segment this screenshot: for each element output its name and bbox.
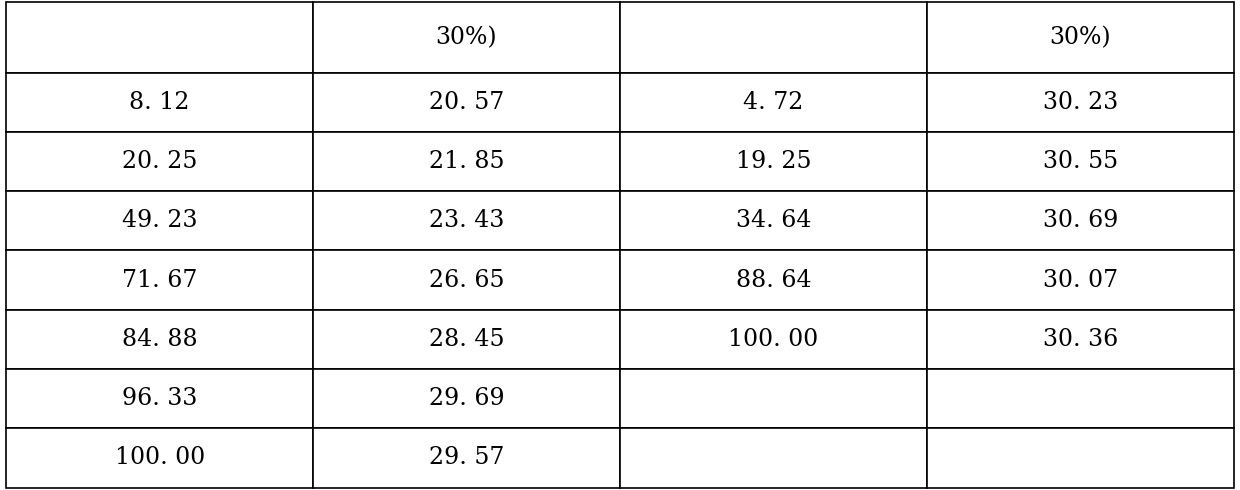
Bar [620,310,926,369]
Text: 26. 65: 26. 65 [429,269,505,292]
Text: 34. 64: 34. 64 [735,209,811,232]
Text: 20. 25: 20. 25 [122,150,197,173]
Bar [926,428,1234,488]
Bar [620,428,926,488]
Bar [312,73,620,132]
Text: 30%): 30%) [1049,26,1111,49]
Text: 88. 64: 88. 64 [735,269,811,292]
Bar [6,132,312,191]
Bar [312,250,620,310]
Text: 28. 45: 28. 45 [429,328,505,351]
Bar [926,250,1234,310]
Bar [312,428,620,488]
Bar [620,191,926,250]
Bar [312,2,620,73]
Text: 30. 07: 30. 07 [1043,269,1118,292]
Bar [6,310,312,369]
Bar [926,132,1234,191]
Bar [6,428,312,488]
Text: 8. 12: 8. 12 [129,91,190,114]
Text: 84. 88: 84. 88 [122,328,197,351]
Bar [926,369,1234,428]
Bar [312,132,620,191]
Text: 23. 43: 23. 43 [429,209,505,232]
Text: 30%): 30%) [435,26,497,49]
Bar [926,73,1234,132]
Text: 96. 33: 96. 33 [122,387,197,410]
Text: 30. 36: 30. 36 [1043,328,1118,351]
Bar [620,73,926,132]
Bar [6,73,312,132]
Text: 100. 00: 100. 00 [728,328,818,351]
Text: 19. 25: 19. 25 [735,150,811,173]
Text: 30. 23: 30. 23 [1043,91,1118,114]
Text: 30. 55: 30. 55 [1043,150,1118,173]
Text: 71. 67: 71. 67 [122,269,197,292]
Bar [6,191,312,250]
Bar [620,250,926,310]
Bar [6,250,312,310]
Bar [6,2,312,73]
Bar [620,2,926,73]
Bar [6,369,312,428]
Text: 21. 85: 21. 85 [429,150,505,173]
Bar [312,310,620,369]
Bar [926,191,1234,250]
Bar [312,191,620,250]
Text: 4. 72: 4. 72 [743,91,804,114]
Bar [620,132,926,191]
Text: 30. 69: 30. 69 [1043,209,1118,232]
Text: 20. 57: 20. 57 [429,91,505,114]
Text: 49. 23: 49. 23 [122,209,197,232]
Text: 29. 57: 29. 57 [429,446,505,469]
Bar [926,310,1234,369]
Bar [926,2,1234,73]
Text: 29. 69: 29. 69 [429,387,505,410]
Text: 100. 00: 100. 00 [114,446,205,469]
Bar [312,369,620,428]
Bar [620,369,926,428]
